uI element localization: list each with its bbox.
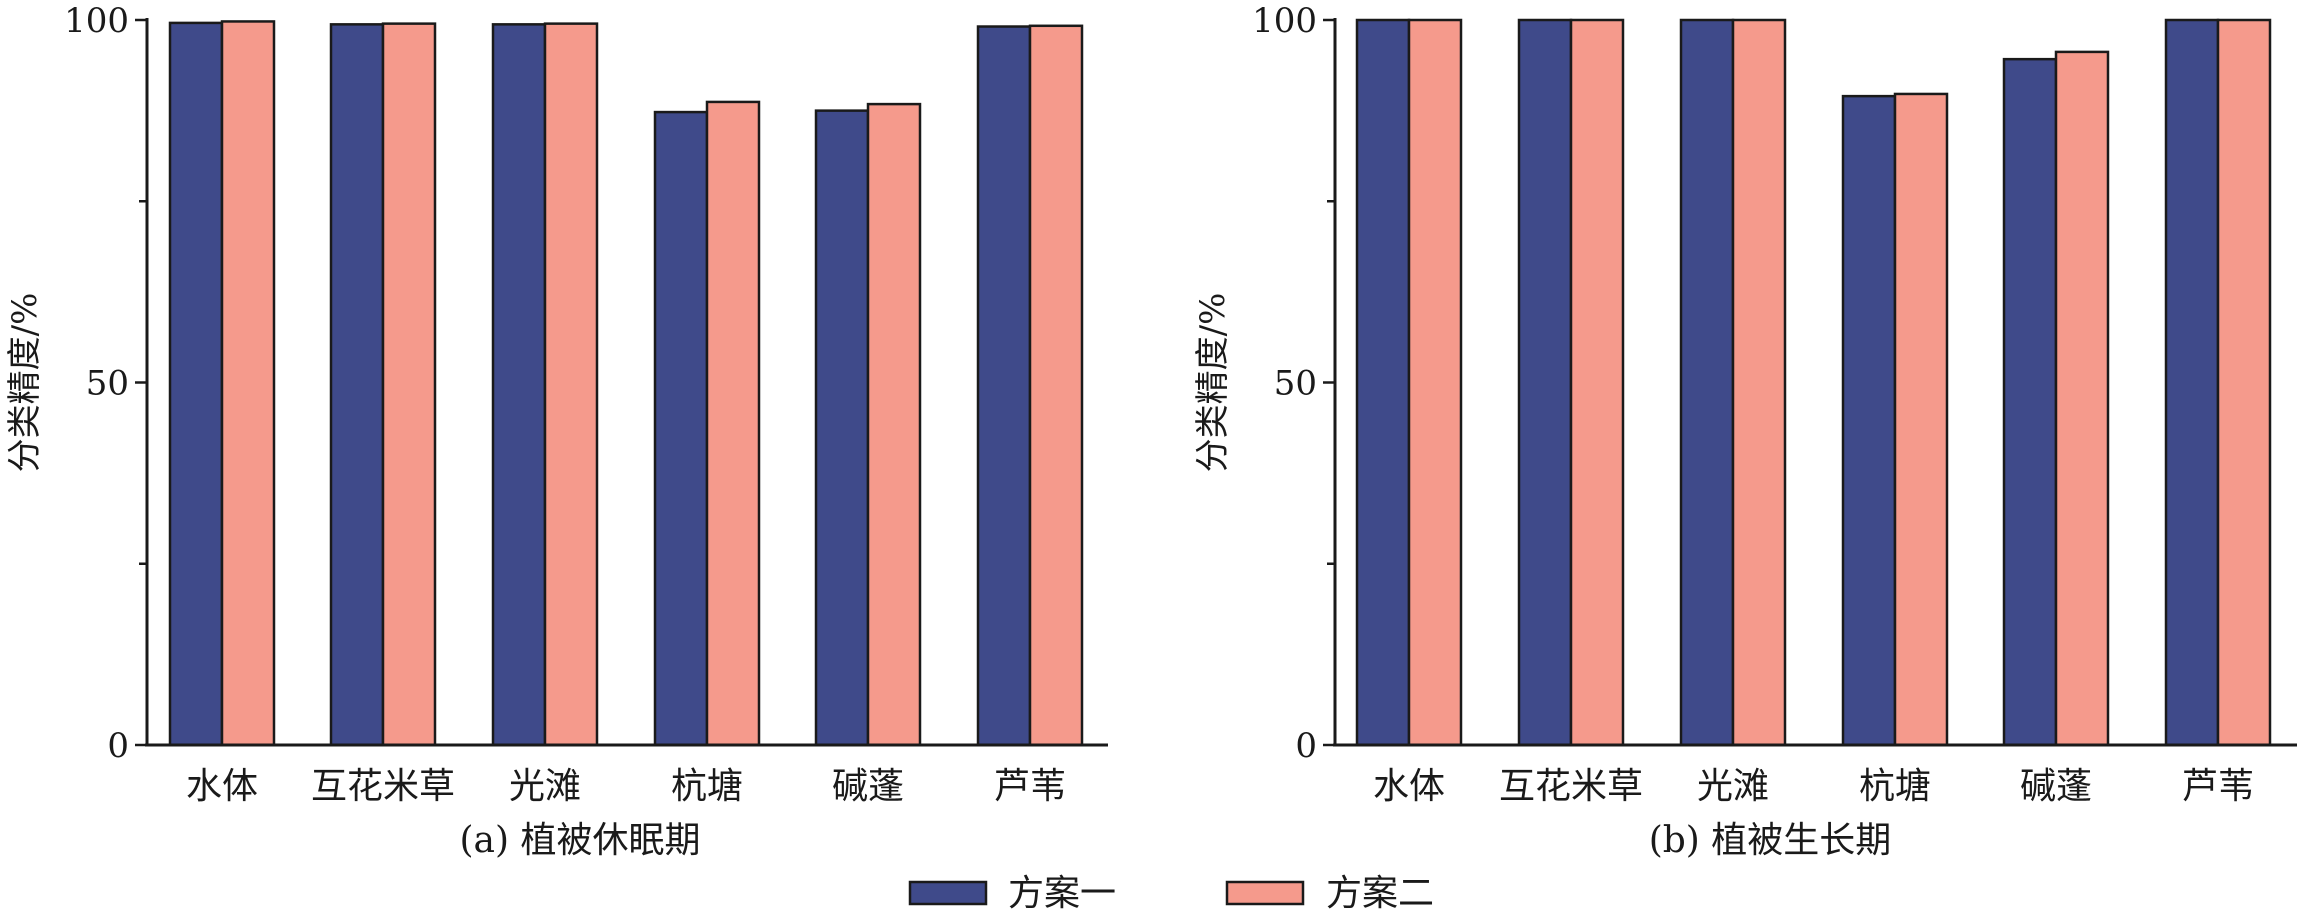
bar-1-4 bbox=[1841, 94, 1897, 747]
legend-swatch-1 bbox=[908, 880, 988, 906]
bar-1-3 bbox=[1679, 18, 1735, 747]
x-tick-label: 芦苇 bbox=[994, 766, 1066, 807]
bar-2-2 bbox=[1569, 18, 1625, 747]
bar-2-5 bbox=[2054, 50, 2110, 747]
bar-2-4 bbox=[1893, 92, 1949, 747]
panel-caption: (a) 植被休眠期 bbox=[460, 820, 701, 861]
bar-1-3 bbox=[491, 23, 547, 747]
y-tick-label: 0 bbox=[107, 726, 129, 766]
bar-2-3 bbox=[1731, 18, 1787, 747]
x-tick-label: 杭塘 bbox=[671, 766, 743, 807]
bar-1-6 bbox=[2164, 18, 2220, 747]
bar-2-6 bbox=[1028, 24, 1084, 747]
bar-2-6 bbox=[2216, 18, 2272, 747]
y-tick-label: 100 bbox=[64, 1, 129, 41]
chart-legend: 方案一 方案二 bbox=[908, 873, 1434, 914]
bar-2-3 bbox=[543, 22, 599, 747]
y-tick-label: 50 bbox=[1274, 364, 1317, 404]
panel-caption: (b) 植被生长期 bbox=[1649, 820, 1892, 861]
bar-1-6 bbox=[976, 25, 1032, 747]
x-tick-label: 水体 bbox=[186, 766, 258, 807]
bar-2-2 bbox=[381, 22, 437, 747]
chart-panel-a: 0 50 100 水体 互花米草 光滩 杭塘 碱蓬 芦苇 分类精度/% (a) 植被休眠期 bbox=[5, 1, 1108, 861]
y-tick-label: 100 bbox=[1252, 1, 1317, 41]
x-tick-label: 碱蓬 bbox=[832, 766, 904, 807]
x-tick-label: 互花米草 bbox=[1499, 766, 1643, 807]
bar-1-1 bbox=[168, 21, 224, 747]
y-axis-label: 分类精度/% bbox=[5, 293, 45, 473]
x-tick-label: 互花米草 bbox=[311, 766, 455, 807]
bar-1-1 bbox=[1355, 18, 1411, 747]
y-tick-label: 0 bbox=[1295, 726, 1317, 766]
bar-2-4 bbox=[705, 100, 761, 747]
y-tick-label: 50 bbox=[86, 364, 129, 404]
bar-1-4 bbox=[653, 110, 709, 747]
chart-panel-b: 0 50 100 水体 互花米草 光滩 杭塘 碱蓬 芦苇 分类精度/% (b) 植被生长期 bbox=[1193, 1, 2297, 861]
bar-2-5 bbox=[866, 102, 922, 747]
x-tick-label: 水体 bbox=[1373, 766, 1445, 807]
x-tick-label: 碱蓬 bbox=[2020, 766, 2092, 807]
bar-2-1 bbox=[1407, 18, 1463, 747]
legend-label-2: 方案二 bbox=[1326, 873, 1434, 914]
bar-1-5 bbox=[2002, 57, 2058, 747]
x-tick-label: 杭塘 bbox=[1859, 766, 1931, 807]
bar-1-5 bbox=[814, 109, 870, 747]
x-tick-label: 光滩 bbox=[509, 766, 581, 807]
bar-1-2 bbox=[1517, 18, 1573, 747]
bar-1-2 bbox=[329, 23, 385, 747]
legend-label-1: 方案一 bbox=[1008, 873, 1116, 914]
x-tick-label: 芦苇 bbox=[2182, 766, 2254, 807]
bar-2-1 bbox=[220, 20, 276, 747]
legend-swatch-2 bbox=[1225, 880, 1305, 906]
x-tick-label: 光滩 bbox=[1697, 766, 1769, 807]
y-axis-label: 分类精度/% bbox=[1193, 293, 1233, 473]
